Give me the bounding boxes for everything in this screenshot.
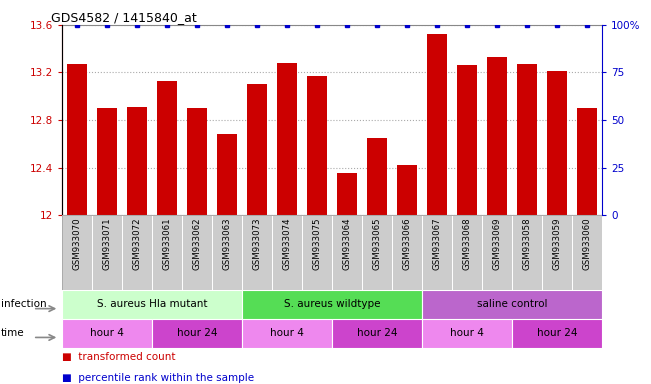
Bar: [242, 215, 272, 290]
Bar: [482, 215, 512, 290]
Bar: [547, 71, 567, 215]
Bar: [247, 84, 267, 215]
Bar: [92, 215, 122, 290]
Text: GSM933071: GSM933071: [102, 217, 111, 270]
Text: GSM933058: GSM933058: [523, 217, 532, 270]
Bar: [422, 215, 452, 290]
Bar: [512, 319, 602, 348]
Bar: [157, 81, 176, 215]
Text: GSM933069: GSM933069: [493, 217, 502, 270]
Text: infection: infection: [1, 299, 46, 310]
Bar: [427, 35, 447, 215]
Bar: [182, 215, 212, 290]
Text: GSM933063: GSM933063: [223, 217, 232, 270]
Bar: [217, 134, 237, 215]
Bar: [367, 138, 387, 215]
Bar: [332, 215, 362, 290]
Bar: [62, 319, 152, 348]
Bar: [572, 215, 602, 290]
Text: hour 4: hour 4: [90, 328, 124, 338]
Bar: [542, 215, 572, 290]
Bar: [397, 165, 417, 215]
Bar: [452, 215, 482, 290]
Text: GDS4582 / 1415840_at: GDS4582 / 1415840_at: [51, 11, 197, 24]
Bar: [97, 108, 117, 215]
Bar: [62, 290, 242, 319]
Bar: [152, 215, 182, 290]
Text: saline control: saline control: [477, 299, 547, 310]
Bar: [512, 215, 542, 290]
Text: hour 24: hour 24: [176, 328, 217, 338]
Text: GSM933060: GSM933060: [583, 217, 592, 270]
Text: GSM933074: GSM933074: [283, 217, 292, 270]
Text: GSM933072: GSM933072: [132, 217, 141, 270]
Text: GSM933065: GSM933065: [372, 217, 381, 270]
Text: S. aureus Hla mutant: S. aureus Hla mutant: [96, 299, 207, 310]
Bar: [277, 63, 297, 215]
Bar: [187, 108, 206, 215]
Bar: [332, 319, 422, 348]
Bar: [577, 108, 597, 215]
Bar: [242, 290, 422, 319]
Bar: [458, 65, 477, 215]
Text: GSM933067: GSM933067: [432, 217, 441, 270]
Bar: [337, 174, 357, 215]
Bar: [67, 64, 87, 215]
Text: GSM933068: GSM933068: [463, 217, 471, 270]
Text: GSM933064: GSM933064: [342, 217, 352, 270]
Bar: [302, 215, 332, 290]
Text: hour 4: hour 4: [450, 328, 484, 338]
Bar: [422, 319, 512, 348]
Text: time: time: [1, 328, 24, 338]
Bar: [362, 215, 392, 290]
Bar: [242, 319, 332, 348]
Text: GSM933062: GSM933062: [193, 217, 201, 270]
Bar: [62, 215, 92, 290]
Text: GSM933066: GSM933066: [402, 217, 411, 270]
Text: GSM933070: GSM933070: [72, 217, 81, 270]
Bar: [488, 57, 507, 215]
Text: hour 24: hour 24: [357, 328, 397, 338]
Text: hour 24: hour 24: [537, 328, 577, 338]
Text: GSM933073: GSM933073: [253, 217, 262, 270]
Text: hour 4: hour 4: [270, 328, 304, 338]
Bar: [392, 215, 422, 290]
Text: ■  percentile rank within the sample: ■ percentile rank within the sample: [62, 373, 254, 383]
Bar: [152, 319, 242, 348]
Bar: [307, 76, 327, 215]
Text: GSM933075: GSM933075: [312, 217, 322, 270]
Bar: [122, 215, 152, 290]
Bar: [422, 290, 602, 319]
Text: GSM933059: GSM933059: [553, 217, 562, 270]
Text: GSM933061: GSM933061: [162, 217, 171, 270]
Text: ■  transformed count: ■ transformed count: [62, 352, 175, 362]
Text: S. aureus wildtype: S. aureus wildtype: [284, 299, 380, 310]
Bar: [212, 215, 242, 290]
Bar: [272, 215, 302, 290]
Bar: [127, 107, 146, 215]
Bar: [518, 64, 537, 215]
